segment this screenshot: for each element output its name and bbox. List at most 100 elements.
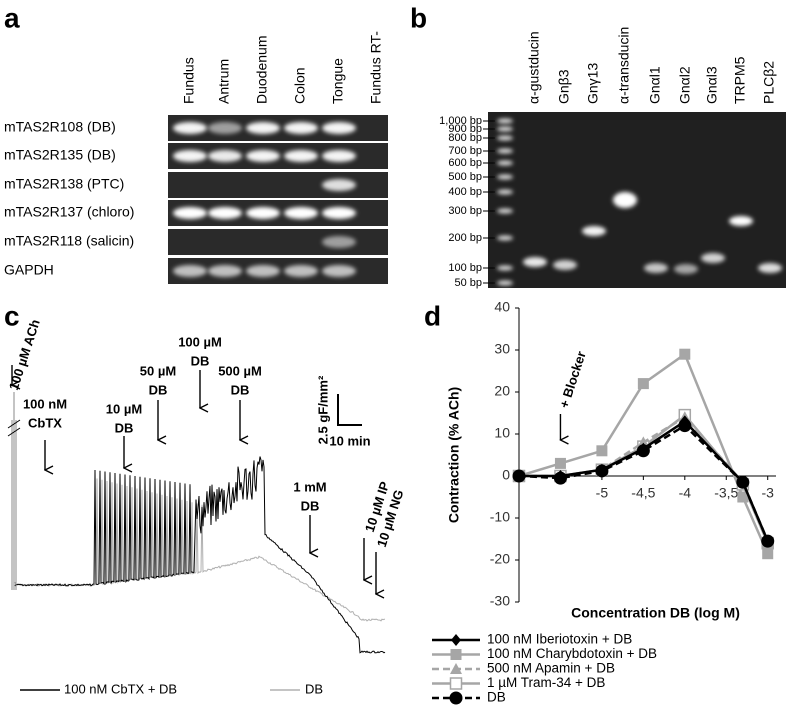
band (173, 207, 207, 219)
band (322, 122, 356, 134)
panel-label: d (424, 300, 441, 331)
lane-label: PLCβ2 (761, 61, 777, 104)
ladder-band (497, 174, 513, 180)
legend-marker (451, 634, 461, 646)
x-axis-label: Concentration DB (log M) (571, 605, 740, 621)
band (729, 216, 753, 226)
annotation: DB (301, 498, 320, 513)
lane-label: Fundus RT- (368, 31, 384, 104)
band (284, 265, 318, 277)
point (512, 469, 526, 483)
lane-label: α-transducin (616, 27, 632, 104)
legend-marker (450, 663, 462, 674)
ladder-label: 500 bp (448, 171, 482, 183)
band (322, 265, 356, 277)
band (284, 207, 318, 219)
annotation: DB (115, 420, 134, 435)
row-label: mTAS2R137 (chloro) (4, 204, 134, 220)
point (637, 378, 649, 390)
band (674, 264, 698, 274)
band (322, 150, 356, 162)
lane-label: Tongue (330, 58, 346, 104)
panel-label: a (4, 2, 20, 33)
band (173, 122, 207, 134)
band (246, 122, 280, 134)
legend-text: 500 nM Apamin + DB (487, 661, 615, 676)
x-tick-label: -5 (596, 485, 609, 501)
band (523, 257, 547, 267)
annotation: 50 µM (140, 363, 176, 378)
point (595, 464, 609, 478)
band (322, 236, 356, 248)
axis-break (7, 419, 21, 437)
band (173, 265, 207, 277)
ladder-band (497, 148, 513, 154)
lane-label: Colon (292, 67, 308, 104)
panel-label: b (410, 2, 427, 33)
ladder-label: 800 bp (448, 132, 482, 144)
band (208, 150, 242, 162)
lane-label: Duodenum (254, 36, 270, 105)
annotation: 10 µM (106, 401, 142, 416)
annotation: DB (149, 382, 168, 397)
legend-marker (449, 677, 463, 690)
ladder-band (497, 135, 513, 141)
band (284, 122, 318, 134)
x-tick-label: -4,5 (631, 485, 655, 501)
panel-label: c (4, 300, 20, 331)
lane-label: TRPM5 (732, 56, 748, 104)
ladder-label: 600 bp (448, 157, 482, 169)
legend-marker (449, 691, 463, 705)
point (554, 457, 566, 469)
point (679, 348, 691, 360)
row-label: mTAS2R138 (PTC) (4, 176, 124, 192)
point (736, 475, 750, 489)
band (246, 150, 280, 162)
point (761, 534, 775, 548)
lane-label: Antrum (216, 59, 232, 104)
band (322, 207, 356, 219)
lane-label: Gnαl2 (677, 66, 693, 104)
ladder-band (497, 208, 513, 214)
y-tick-label: -20 (490, 551, 510, 567)
scale-y: 2.5 gF/mm² (315, 375, 330, 444)
band (173, 150, 207, 162)
ladder-band (497, 118, 513, 124)
lane-label: Gnαl3 (704, 66, 720, 104)
legend-text: 100 nM CbTX + DB (64, 681, 177, 696)
scale-bar (337, 394, 362, 426)
band (284, 150, 318, 162)
ladder-label: 200 bp (448, 232, 482, 244)
trace-db (14, 478, 386, 622)
point (737, 491, 749, 503)
annotation: DB (191, 353, 210, 368)
band (644, 263, 668, 273)
lane-label: α-gustducin (526, 31, 542, 104)
x-tick-label: -3,5 (714, 485, 738, 501)
ladder-band (497, 235, 513, 241)
legend-text: 100 nM Iberiotoxin + DB (487, 632, 632, 647)
band (553, 260, 577, 270)
band (246, 207, 280, 219)
ladder-label: 700 bp (448, 145, 482, 157)
band (208, 207, 242, 219)
band (208, 122, 242, 134)
lane-label: Fundus (181, 57, 197, 104)
band (246, 265, 280, 277)
annotation: CbTX (28, 415, 62, 430)
legend-text: DB (487, 690, 506, 705)
ladder-label: 100 bp (448, 262, 482, 274)
point (553, 471, 567, 485)
band (322, 179, 356, 191)
ladder-band (497, 265, 513, 271)
y-tick-label: -30 (490, 593, 510, 609)
ladder-label: 50 bp (454, 277, 482, 289)
y-tick-label: 40 (494, 299, 510, 315)
band (582, 226, 606, 236)
point (596, 445, 608, 457)
ladder-label: 300 bp (448, 205, 482, 217)
row-label: mTAS2R135 (DB) (4, 147, 116, 163)
y-tick-label: 30 (494, 341, 510, 357)
band (701, 253, 725, 263)
